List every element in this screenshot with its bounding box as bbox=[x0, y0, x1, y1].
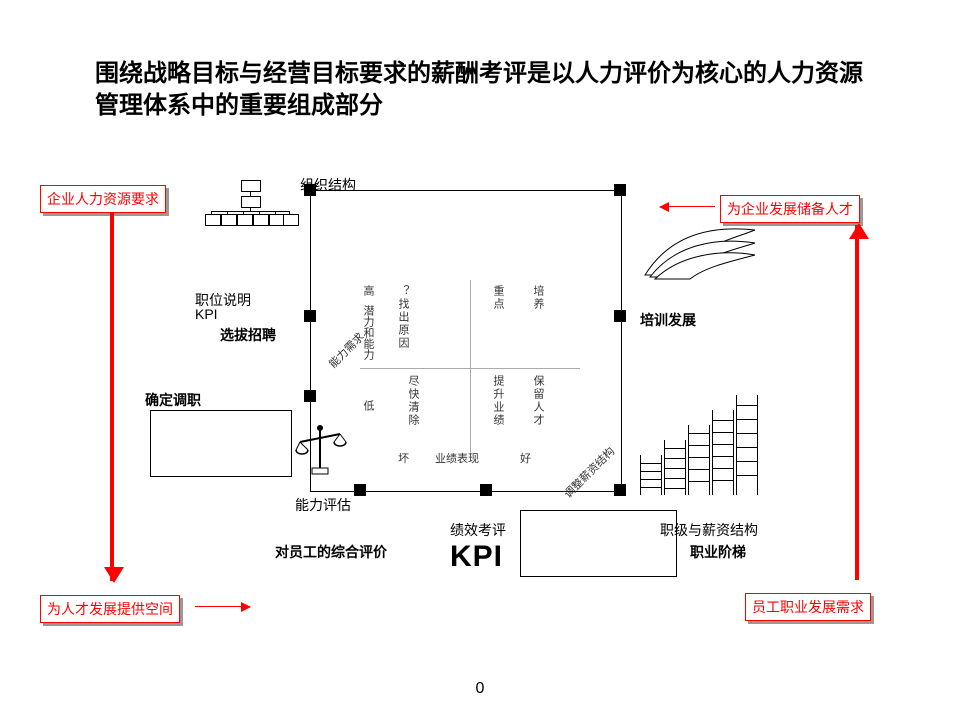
label-kpi-big: KPI bbox=[450, 540, 503, 574]
diagram-root: 围绕战略目标与经营目标要求的薪酬考评是以人力评价为核心的人力资源管理体系中的重要… bbox=[0, 0, 960, 720]
redbox-dev-space: 为人才发展提供空间 bbox=[40, 595, 180, 623]
org-chart-icon bbox=[205, 180, 295, 235]
node-corner-tr bbox=[614, 184, 626, 196]
arrow-left-down-icon bbox=[110, 213, 114, 581]
label-grade-salary: 职级与薪资结构 bbox=[660, 520, 758, 540]
label-ability-eval: 能力评估 bbox=[295, 495, 351, 515]
matrix-y-bot: 低 bbox=[360, 400, 376, 411]
matrix-y-axis: 潜力和能力 bbox=[360, 305, 376, 360]
redbox-hr-demand: 企业人力资源要求 bbox=[40, 185, 166, 213]
matrix-y-top: 高 bbox=[360, 285, 376, 296]
node-transfer bbox=[304, 390, 316, 402]
box-perf-icon bbox=[520, 510, 677, 577]
label-overall-eval: 对员工的综合评价 bbox=[275, 542, 387, 562]
matrix-q-br2: 保留人才 bbox=[530, 375, 546, 427]
matrix-q-br1: 提升业绩 bbox=[490, 375, 506, 427]
pages-fan-icon bbox=[640, 215, 760, 290]
label-training: 培训发展 bbox=[640, 310, 696, 330]
page-number: 0 bbox=[0, 680, 960, 698]
matrix-q-tl: ？找出原因 bbox=[395, 285, 411, 350]
label-select: 选拔招聘 bbox=[220, 325, 276, 345]
page-title: 围绕战略目标与经营目标要求的薪酬考评是以人力评价为核心的人力资源管理体系中的重要… bbox=[95, 58, 875, 123]
node-ability bbox=[354, 484, 366, 496]
label-kpi-small: KPI bbox=[195, 306, 218, 322]
matrix-q-tr2: 培养 bbox=[530, 285, 546, 311]
redbox-career-need: 员工职业发展需求 bbox=[745, 593, 871, 621]
node-training bbox=[614, 310, 626, 322]
matrix-q-tr1: 重点 bbox=[490, 285, 506, 311]
matrix-2x2 bbox=[360, 280, 580, 455]
box-transfer-icon bbox=[150, 410, 292, 477]
balance-scale-icon bbox=[290, 420, 350, 480]
node-perf bbox=[480, 484, 492, 496]
label-org: 组织结构 bbox=[300, 175, 356, 195]
arrow-from-botleft-icon bbox=[195, 606, 250, 607]
matrix-x-axis: 业绩表现 bbox=[435, 450, 479, 466]
arrow-to-topright-icon bbox=[660, 206, 715, 207]
label-career-ladder: 职业阶梯 bbox=[690, 542, 746, 562]
label-transfer: 确定调职 bbox=[145, 390, 201, 410]
salary-ladder-icon bbox=[640, 395, 760, 495]
node-jobdesc bbox=[304, 310, 316, 322]
matrix-x-right: 好 bbox=[520, 450, 531, 466]
arrow-right-up-icon bbox=[855, 225, 859, 580]
node-salary bbox=[614, 484, 626, 496]
matrix-x-left: 坏 bbox=[398, 450, 409, 466]
label-perf-eval: 绩效考评 bbox=[450, 520, 506, 540]
matrix-q-bl: 尽快清除 bbox=[405, 375, 421, 427]
